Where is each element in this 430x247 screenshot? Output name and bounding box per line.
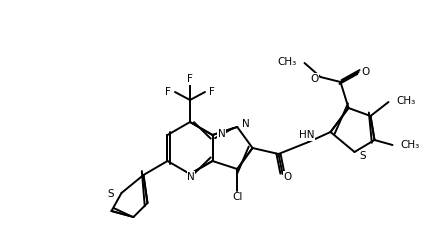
Text: N: N bbox=[217, 129, 225, 139]
Text: CH₃: CH₃ bbox=[396, 96, 415, 106]
Text: N: N bbox=[242, 119, 249, 129]
Text: O: O bbox=[361, 67, 369, 77]
Text: S: S bbox=[359, 151, 366, 161]
Text: S: S bbox=[108, 189, 114, 199]
Text: HN: HN bbox=[298, 130, 313, 140]
Text: F: F bbox=[187, 74, 193, 84]
Text: O: O bbox=[310, 74, 318, 84]
Text: CH₃: CH₃ bbox=[399, 140, 419, 150]
Text: Cl: Cl bbox=[231, 192, 242, 202]
Text: F: F bbox=[209, 87, 215, 97]
Text: F: F bbox=[165, 87, 171, 97]
Text: CH₃: CH₃ bbox=[276, 57, 296, 67]
Text: O: O bbox=[283, 172, 291, 182]
Text: N: N bbox=[187, 172, 194, 182]
